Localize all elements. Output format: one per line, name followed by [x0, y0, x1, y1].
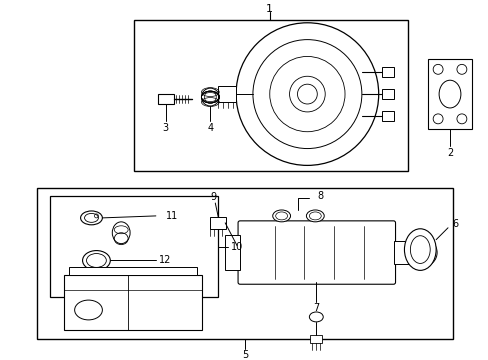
Ellipse shape: [306, 210, 324, 222]
Bar: [218, 86, 236, 102]
Bar: [310, 335, 322, 343]
Text: 8: 8: [317, 191, 323, 201]
Text: 11: 11: [165, 211, 178, 221]
Bar: [381, 89, 393, 99]
Text: 7: 7: [312, 303, 319, 313]
Ellipse shape: [309, 312, 323, 322]
Bar: [210, 217, 226, 229]
Bar: [158, 94, 173, 104]
Bar: [69, 267, 197, 275]
Circle shape: [236, 23, 378, 165]
Text: 9: 9: [210, 192, 216, 202]
Text: 3: 3: [163, 123, 168, 133]
Text: 4: 4: [207, 123, 213, 133]
Bar: [225, 235, 240, 270]
Ellipse shape: [272, 210, 290, 222]
Text: 6: 6: [451, 219, 457, 229]
Text: 10: 10: [231, 242, 243, 252]
Bar: [393, 241, 423, 265]
Bar: [427, 59, 471, 129]
Bar: [50, 196, 218, 297]
Bar: [63, 275, 202, 330]
Text: 1: 1: [265, 4, 273, 14]
Ellipse shape: [112, 222, 130, 244]
Text: 5: 5: [242, 350, 247, 360]
Bar: [37, 188, 452, 339]
Ellipse shape: [404, 229, 435, 270]
Bar: [381, 67, 393, 77]
Text: 2: 2: [446, 148, 452, 158]
Bar: [381, 111, 393, 121]
Ellipse shape: [82, 251, 110, 270]
Text: 12: 12: [159, 256, 171, 265]
Bar: [134, 20, 407, 171]
FancyBboxPatch shape: [238, 221, 395, 284]
Circle shape: [408, 239, 436, 266]
